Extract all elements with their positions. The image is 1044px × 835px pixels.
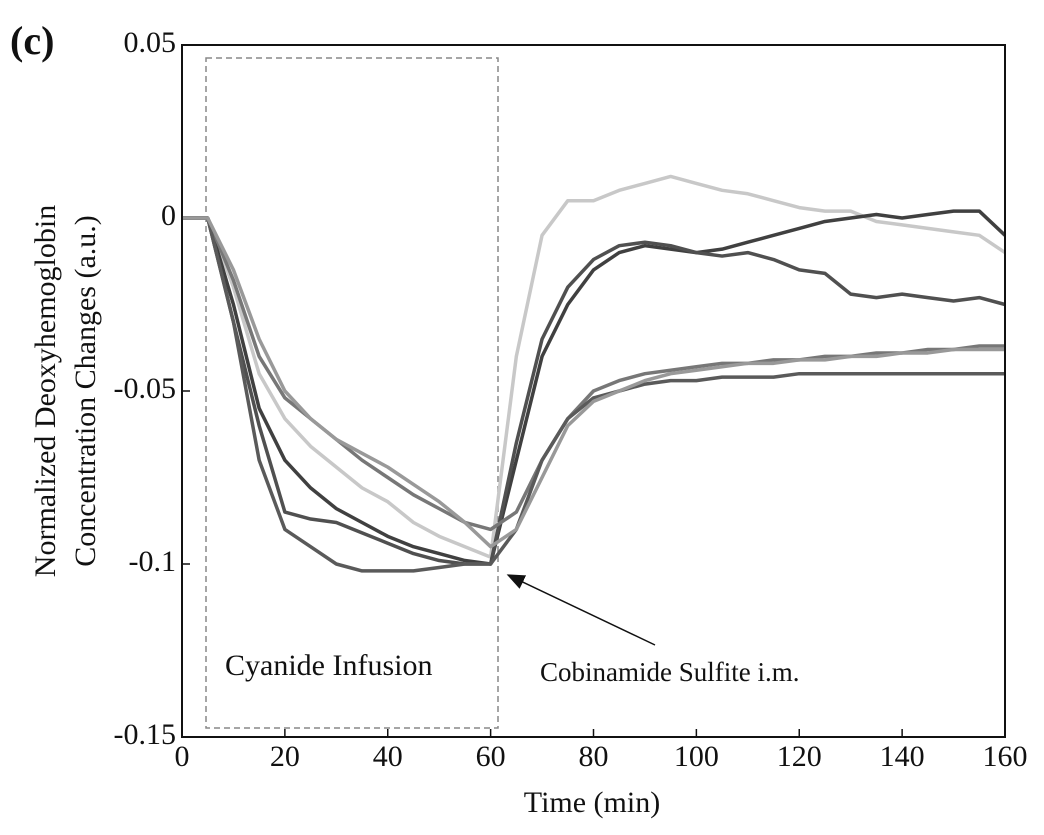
y-axis-label: Concentration Changes (a.u.) xyxy=(69,215,102,567)
y-tick-label: -0.1 xyxy=(129,545,177,578)
x-tick-label: 120 xyxy=(777,740,822,773)
data-line xyxy=(182,209,1007,566)
panel-label: (c) xyxy=(10,18,54,63)
annotation: Cyanide Infusion xyxy=(225,649,432,682)
infusion-box xyxy=(205,57,499,729)
y-tick-label: 0 xyxy=(161,199,176,232)
y-axis-label: Normalized Deoxyhemoglobin xyxy=(29,205,62,577)
annotation: Cobinamide Sulfite i.m. xyxy=(540,657,799,687)
x-tick-label: 140 xyxy=(880,740,925,773)
y-tick-label: -0.05 xyxy=(114,372,177,405)
x-tick-label: 100 xyxy=(674,740,719,773)
x-tick-label: 60 xyxy=(476,740,506,773)
y-tick-label: -0.15 xyxy=(114,718,177,751)
x-tick-label: 0 xyxy=(175,740,190,773)
x-tick-label: 80 xyxy=(579,740,609,773)
x-tick-label: 160 xyxy=(983,740,1028,773)
y-tick-label: 0.05 xyxy=(124,26,177,59)
plot-frame xyxy=(181,44,1006,738)
x-tick-label: 40 xyxy=(373,740,403,773)
data-line xyxy=(182,216,1005,549)
data-line xyxy=(182,174,1006,559)
data-line xyxy=(182,216,1005,573)
data-line xyxy=(182,216,1006,566)
x-tick-label: 20 xyxy=(270,740,300,773)
x-axis-label: Time (min) xyxy=(524,786,660,819)
annotation-arrow xyxy=(506,574,656,646)
